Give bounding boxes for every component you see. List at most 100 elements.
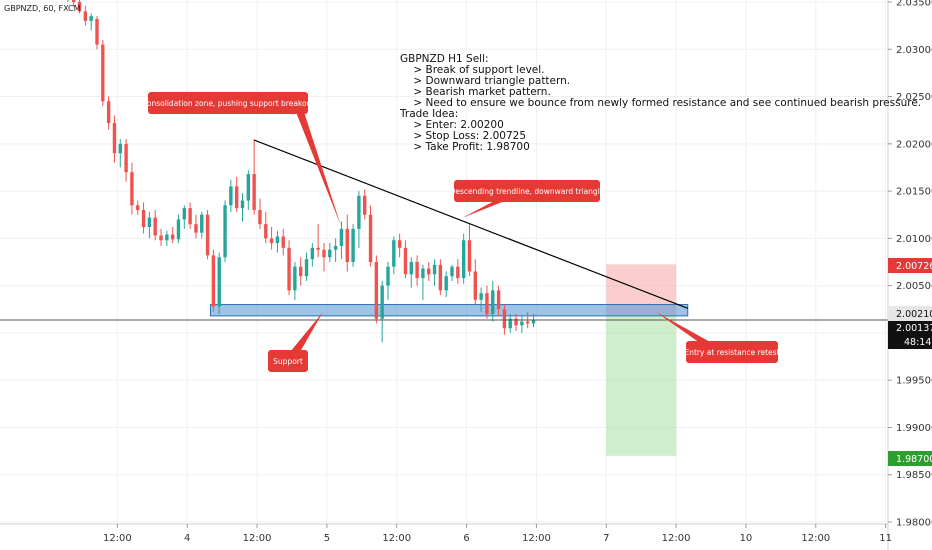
time-axis[interactable]: Feb12:00412:00512:00612:00712:001012:001…	[0, 523, 892, 544]
price-tick-label: 2.01500	[896, 187, 932, 198]
candle-body	[234, 186, 239, 209]
candle	[136, 200, 140, 215]
callout-pointer	[656, 312, 712, 343]
candle-body	[397, 240, 402, 248]
time-tick-label: 12:00	[801, 533, 830, 544]
candle	[351, 224, 355, 267]
candle-body	[322, 249, 326, 258]
callout-entry[interactable]: Entry at resistance retest	[656, 312, 780, 363]
candle	[444, 271, 448, 297]
candle	[147, 211, 152, 239]
candle-body	[252, 174, 256, 210]
callout-support[interactable]: Support	[268, 312, 323, 372]
price-tag-box	[888, 335, 932, 349]
candle-body	[229, 186, 233, 206]
candle	[118, 139, 122, 168]
candle-body	[258, 210, 262, 225]
price-tick-label: 1.99500	[896, 376, 932, 387]
price-tick-label: 2.03500	[896, 0, 932, 9]
candle-body	[211, 255, 216, 307]
time-tick-label: 12:00	[103, 533, 132, 544]
price-tick-label: 2.02000	[896, 139, 932, 150]
callout-trendline[interactable]: Descending trendline, downward triangle	[450, 180, 605, 218]
candle-body	[83, 11, 88, 21]
price-tag-entry-zone[interactable]: 2.00210	[888, 306, 932, 321]
price-tag-target[interactable]: 1.98700	[888, 451, 932, 466]
candle-body	[188, 208, 192, 225]
candle	[182, 205, 186, 229]
price-tag-last[interactable]: 2.00137	[888, 321, 932, 335]
candle-body	[200, 214, 204, 233]
candle-body	[299, 266, 303, 277]
time-tick-label: 10	[740, 533, 753, 544]
candle-body	[147, 217, 152, 228]
candle-body	[415, 262, 419, 279]
candle	[397, 233, 402, 258]
candle-body	[485, 293, 489, 314]
candle	[83, 5, 88, 26]
price-axis[interactable]: 2.03500 2.03000 2.02500 2.02000 2.01500 2.010…	[887, 0, 932, 550]
candle	[188, 202, 192, 229]
take-profit-zone	[606, 314, 677, 456]
candle-body	[304, 259, 309, 277]
candle-body	[456, 266, 460, 279]
candle	[531, 314, 536, 328]
price-tag-countdown[interactable]: 48:14	[888, 335, 932, 349]
candle	[200, 211, 204, 239]
candle-body	[444, 276, 448, 291]
candle	[368, 205, 373, 267]
grid	[0, 0, 888, 524]
candle-body	[141, 210, 146, 228]
callout-consolidation[interactable]: Consolidation zone, pushing support brea…	[142, 92, 341, 226]
candle-body	[508, 318, 512, 329]
candle	[339, 221, 344, 260]
candle	[153, 210, 157, 241]
price-tag-box	[888, 451, 932, 466]
candle	[176, 214, 181, 244]
candle	[72, 0, 76, 7]
candle	[112, 115, 117, 163]
candle-body	[106, 101, 111, 124]
candle	[170, 227, 175, 244]
candle	[333, 238, 338, 262]
candle	[194, 214, 198, 239]
candle-body	[182, 208, 186, 220]
candle-body	[491, 290, 495, 314]
candle-body	[328, 249, 332, 258]
candle-body	[333, 245, 338, 250]
candle	[386, 262, 390, 300]
price-tag-box	[888, 258, 932, 273]
candle-body	[194, 224, 198, 233]
callout-consolidation-text: Consolidation zone, pushing support brea…	[142, 99, 315, 108]
time-tick-label: 12:00	[522, 533, 551, 544]
candle-body	[287, 247, 291, 291]
candle	[101, 39, 105, 106]
candle	[479, 287, 483, 313]
candle	[438, 259, 443, 296]
candle-body	[403, 247, 408, 275]
candle-body	[467, 240, 472, 272]
candle-body	[275, 236, 280, 244]
candle	[211, 249, 216, 313]
candle-body	[380, 285, 384, 319]
candle-body	[520, 321, 524, 326]
trendline-layer	[253, 139, 688, 309]
candle-body	[409, 262, 413, 275]
symbol-label[interactable]: GBPNZD, 60, FXCM	[4, 4, 81, 13]
price-tag-countdown-text: 48:14	[904, 337, 931, 348]
candle	[491, 280, 495, 322]
candle-body	[368, 214, 373, 262]
candle-body	[101, 44, 105, 102]
price-tag-entry-zone-text: 2.00210	[896, 309, 932, 320]
candle-body	[310, 247, 315, 260]
callout-pointer	[462, 198, 512, 218]
candle	[322, 243, 326, 272]
candle	[159, 228, 163, 246]
candle	[252, 139, 256, 215]
candle-body	[159, 235, 163, 241]
price-tag-stop[interactable]: 2.00726	[888, 258, 932, 273]
candle	[275, 230, 280, 253]
candle-body	[363, 195, 367, 215]
